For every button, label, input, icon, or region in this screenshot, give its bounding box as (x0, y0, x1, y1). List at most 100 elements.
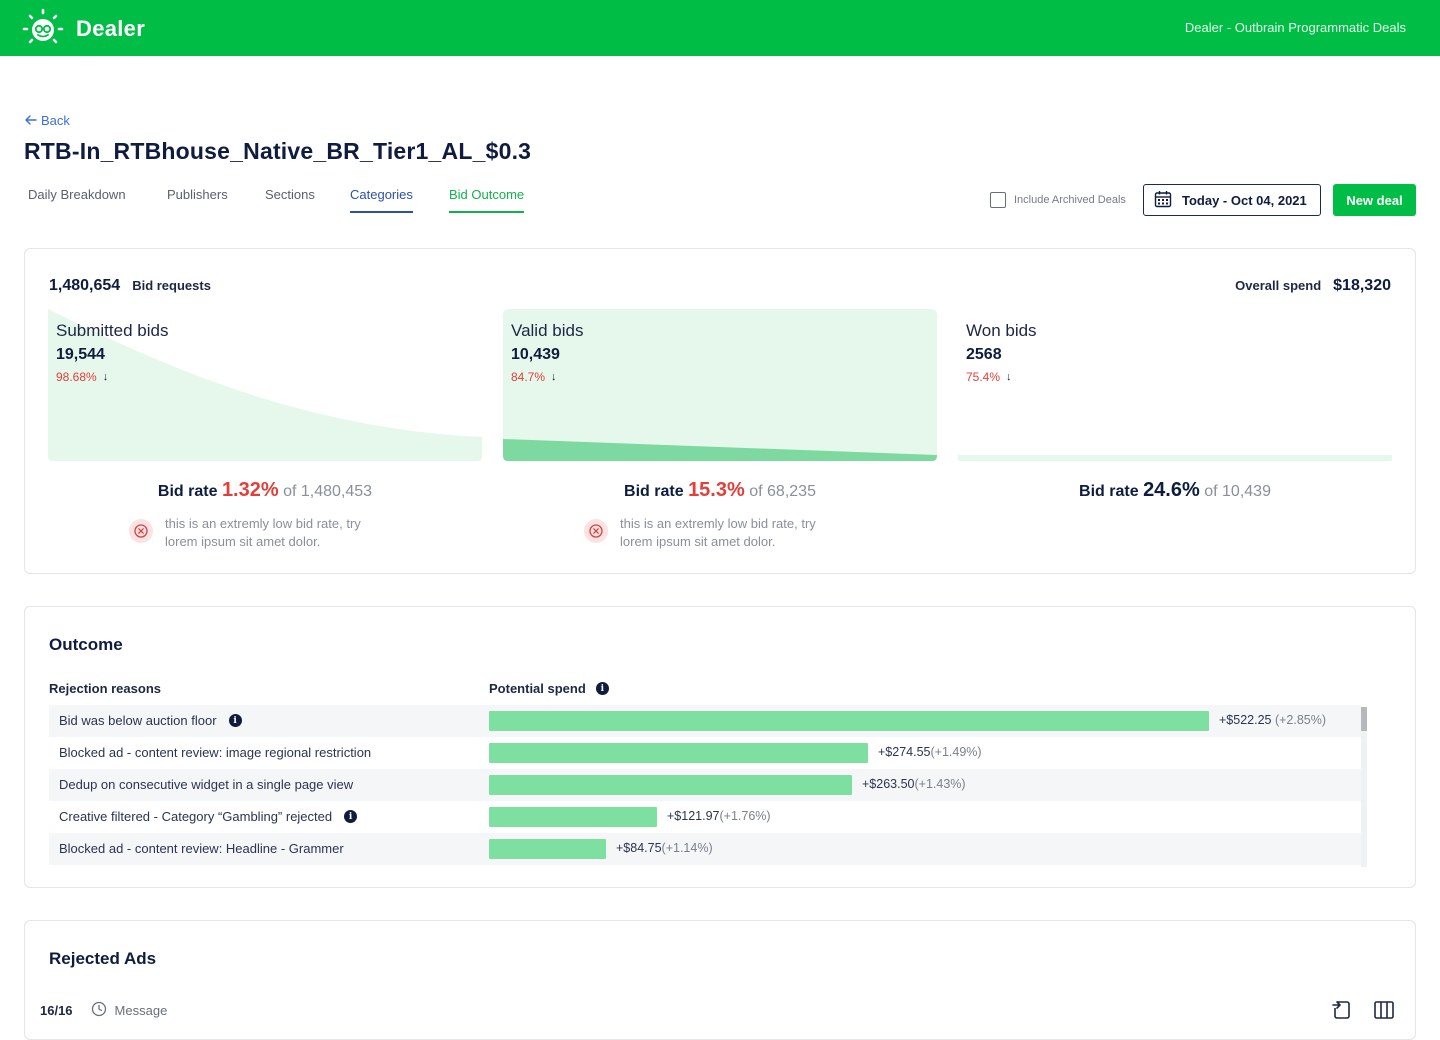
bid-requests-label: Bid requests (132, 278, 211, 293)
warning-text: this is an extremly low bid rate, try lo… (620, 516, 816, 549)
date-range-label: Today - Oct 04, 2021 (1182, 192, 1307, 208)
dealer-logo-icon[interactable] (22, 8, 64, 50)
funnel-step-submitted-bids[interactable]: Submitted bids 19,544 98.68% ↓ (48, 309, 482, 461)
potential-spend-bar (489, 775, 852, 795)
funnel-value: 19,544 (56, 346, 105, 363)
info-icon[interactable]: i (595, 682, 609, 695)
info-icon[interactable]: i (344, 810, 358, 823)
bid-rate-label: Bid rate (157, 483, 218, 500)
tab-bid-outcome[interactable]: Bid Outcome (449, 187, 525, 213)
rejection-row[interactable]: Dedup on consecutive widget in a single … (49, 769, 1361, 801)
bid-rate-of: of 68,235 (749, 483, 816, 500)
back-label: Back (41, 113, 70, 128)
rejection-reason-label: Dedup on consecutive widget in a single … (59, 777, 354, 792)
potential-spend-amount: +$121.97(+1.76%) (667, 809, 771, 823)
rejection-reasons-label: Rejection reasons (49, 681, 161, 696)
outcome-scrollbar[interactable] (1361, 707, 1367, 867)
include-archived-toggle[interactable]: Include Archived Deals (990, 192, 1126, 208)
potential-spend-amount: +$274.55(+1.49%) (878, 745, 982, 759)
arrow-down-icon: ↓ (1006, 371, 1012, 383)
clock-icon (91, 1001, 107, 1020)
funnel-value: 10,439 (511, 346, 560, 363)
rejection-row[interactable]: Blocked ad - content review: image regio… (49, 737, 1361, 769)
funnel-percent: 84.7% ↓ (511, 370, 557, 384)
bid-rate-submitted: Bid rate 1.32% of 1,480,453 (48, 479, 482, 502)
funnel-percent-value: 75.4% (966, 370, 1001, 384)
rejection-reason: Creative filtered - Category “Gambling” … (59, 809, 358, 824)
include-archived-checkbox[interactable] (990, 192, 1006, 208)
funnel-percent: 98.68% ↓ (56, 370, 108, 384)
bid-rate-of: of 10,439 (1204, 483, 1271, 500)
message-filter[interactable]: Message (91, 1001, 168, 1020)
new-deal-button[interactable]: New deal (1333, 184, 1416, 216)
calendar-icon (1154, 190, 1172, 211)
spend-amount-percent: (+1.76%) (719, 809, 771, 823)
funnel-step-won-bids[interactable]: Won bids 2568 75.4% ↓ (958, 309, 1392, 461)
bid-rate-label: Bid rate (1079, 483, 1139, 500)
funnel-percent-value: 98.68% (56, 370, 97, 384)
bid-rate-value: 15.3% (688, 479, 745, 501)
arrow-left-icon (25, 113, 37, 128)
rejected-ads-toolbar: 16/16 Message (40, 1001, 167, 1020)
tab-publishers[interactable]: Publishers (167, 187, 228, 202)
rejection-reason-label: Blocked ad - content review: image regio… (59, 745, 372, 760)
message-filter-label: Message (114, 1003, 168, 1018)
spend-amount-value: +$121.97 (667, 809, 720, 823)
potential-spend-header: Potential spend i (489, 681, 609, 696)
spend-amount-percent: (+2.85%) (1271, 713, 1327, 727)
bid-requests-summary: 1,480,654 Bid requests (49, 277, 211, 295)
outcome-title: Outcome (49, 635, 123, 654)
funnel-label: Valid bids (511, 321, 584, 340)
date-range-picker[interactable]: Today - Oct 04, 2021 (1143, 184, 1321, 216)
info-icon[interactable]: i (228, 714, 242, 727)
overall-spend-value: $18,320 (1333, 277, 1391, 294)
funnel-value: 2568 (966, 346, 1002, 363)
rejection-reason-label: Creative filtered - Category “Gambling” … (59, 809, 333, 824)
export-icon[interactable] (1331, 999, 1353, 1026)
back-link[interactable]: Back (25, 113, 70, 128)
potential-spend-bar (489, 711, 1209, 731)
tab-daily-breakdown[interactable]: Daily Breakdown (28, 187, 126, 202)
columns-icon[interactable] (1373, 999, 1395, 1026)
spend-amount-percent: (+1.49%) (930, 745, 982, 759)
arrow-down-icon: ↓ (102, 371, 109, 383)
outcome-card: Outcome Rejection reasons Potential spen… (24, 606, 1416, 888)
rejection-reasons-list: Bid was below auction floor i +$522.25 (+2… (49, 705, 1361, 865)
funnel-label: Won bids (966, 321, 1037, 340)
brand-name: Dealer (76, 16, 146, 41)
scrollbar-thumb[interactable] (1361, 707, 1367, 731)
app-title: Dealer - Outbrain Programmatic Deals (1184, 20, 1406, 35)
rejection-reason: Dedup on consecutive widget in a single … (59, 777, 353, 792)
funnel-shape (503, 309, 937, 461)
overall-spend-summary: Overall spend $18,320 (1235, 277, 1391, 295)
bid-rate-value: 24.6% (1143, 479, 1200, 501)
funnel-shape (958, 455, 1392, 461)
error-circle-icon (584, 519, 608, 543)
rejection-row[interactable]: Blocked ad - content review: Headline - … (49, 833, 1361, 865)
rejection-reason: Blocked ad - content review: Headline - … (59, 841, 344, 856)
potential-spend-bar (489, 839, 606, 859)
tab-categories[interactable]: Categories (350, 187, 413, 213)
potential-spend-bar (489, 743, 868, 763)
rejected-ads-tools (1331, 999, 1395, 1026)
spend-amount-percent: (+1.14%) (661, 841, 713, 855)
rejection-row[interactable]: Bid was below auction floor i +$522.25 (+2… (49, 705, 1361, 737)
rejected-ads-count: 16/16 (40, 1003, 73, 1018)
low-bid-rate-warning: this is an extremly low bid rate, try lo… (584, 515, 840, 551)
funnel-step-valid-bids[interactable]: Valid bids 10,439 84.7% ↓ (503, 309, 937, 461)
rejection-row[interactable]: Creative filtered - Category “Gambling” … (49, 801, 1361, 833)
overall-spend-label: Overall spend (1235, 278, 1322, 293)
spend-amount-value: +$274.55 (878, 745, 931, 759)
arrow-down-icon: ↓ (551, 371, 557, 383)
include-archived-label: Include Archived Deals (1014, 194, 1126, 206)
potential-spend-amount: +$522.25 (+2.85%) (1219, 713, 1326, 727)
rejected-ads-title: Rejected Ads (49, 949, 157, 968)
bid-rate-value: 1.32% (221, 479, 279, 501)
bid-rate-of: of 1,480,453 (283, 483, 373, 500)
bid-funnel-card: 1,480,654 Bid requests Overall spend $18… (24, 248, 1416, 574)
tab-sections[interactable]: Sections (265, 187, 315, 202)
funnel-percent-value: 84.7% (511, 370, 546, 384)
funnel-shape (48, 309, 482, 461)
bid-requests-value: 1,480,654 (49, 277, 121, 294)
spend-amount-value: +$522.25 (1219, 713, 1272, 727)
